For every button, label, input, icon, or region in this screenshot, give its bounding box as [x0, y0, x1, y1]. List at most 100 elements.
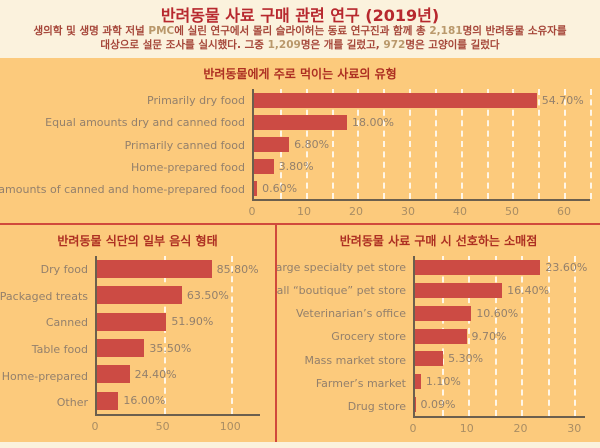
category-label: Table food [31, 342, 88, 356]
bar [97, 286, 182, 305]
x-axis: 0 50 100 [91, 416, 260, 433]
subtitle-text: 대상으로 설문 조사를 실시했다. 그중 [100, 39, 268, 52]
bar [97, 391, 119, 410]
value-label: 1.10% [425, 375, 461, 389]
value-label: 63.50% [186, 288, 229, 302]
value-label: 35.50% [149, 341, 192, 355]
subtitle-text: 명은 개를 길렀고, [300, 39, 384, 52]
bar [97, 339, 145, 358]
gridline [486, 89, 489, 199]
value-label: 23.60% [545, 260, 588, 274]
category-label: Home-prepared food [130, 160, 245, 174]
bar [415, 282, 503, 298]
bar-row: 35.50% [97, 335, 260, 361]
bar [97, 312, 167, 331]
gridline [468, 256, 471, 416]
value-label: 18.00% [352, 115, 394, 129]
category-label: Packaged treats [0, 289, 88, 303]
gridline [230, 256, 233, 414]
value-label: 85.80% [216, 262, 259, 276]
bar-row: 51.90% [97, 309, 260, 335]
gridline [512, 89, 515, 199]
gridline [383, 89, 386, 199]
axis-tick-label: 0 [409, 422, 417, 435]
bars: 54.70% 18.00% 6.80% 3.80% 0.60% [254, 89, 590, 199]
category-labels: Large specialty pet store Small “boutique… [277, 256, 413, 418]
bar-row: 24.40% [97, 361, 260, 387]
gridline [305, 89, 308, 199]
axis-tick-label: 20 [349, 205, 363, 218]
gridline [409, 89, 412, 199]
axis-tick-label: 50 [505, 205, 519, 218]
category-label: Veterinarian’s office [295, 307, 406, 321]
plot: 23.60% 16.40% 10.60% 9.70% 5.30% 1.10% 0.09% [413, 256, 588, 418]
value-label: 0.09% [420, 398, 456, 412]
value-label: 10.60% [476, 306, 519, 320]
x-axis: 0 10 20 30 [409, 418, 585, 435]
bar [415, 259, 541, 275]
bars: 85.80% 63.50% 51.90% 35.50% 24.40% 16.00% [97, 256, 260, 414]
bar-chart-retailer: Large specialty pet store Small “boutique… [277, 256, 600, 435]
value-label: 16.00% [123, 394, 166, 408]
subtitle-text: 명은 고양이를 길렀다 [405, 39, 500, 52]
bar [97, 260, 212, 279]
bar [254, 114, 348, 130]
plot-area: 85.80% 63.50% 51.90% 35.50% 24.40% 16.00% 0 50… [91, 256, 260, 433]
bar-row: 16.00% [97, 388, 260, 414]
bar [254, 136, 290, 152]
axis-tick-label: 30 [401, 205, 415, 218]
bar-row: 6.80% [254, 133, 590, 155]
subtitle-text: 에 실린 연구에서 몰리 슬라이허는 동료 연구진과 함께 총 [174, 25, 430, 38]
value-label: 24.40% [134, 367, 177, 381]
bar-row: 10.60% [415, 302, 585, 325]
chart-title-food-type: 반려동물에게 주로 먹이는 사료의 유형 [203, 67, 397, 81]
bar-row: 18.00% [254, 111, 590, 133]
bar-row: 1.10% [415, 370, 585, 393]
gridline [538, 89, 541, 199]
subtitle-count-total: 2,181 [429, 25, 463, 38]
gridline [163, 256, 166, 414]
bar-row: 23.60% [415, 256, 588, 279]
gridline [590, 89, 592, 199]
chart-panel-diet-form: 반려동물 식단의 일부 음식 형태 Dry food Packaged treat… [0, 225, 277, 442]
subtitle-journal: PMC [148, 25, 175, 38]
axis-tick-label: 10 [459, 422, 474, 435]
gridline [460, 89, 463, 199]
gridline [357, 89, 360, 199]
bar-row: 54.70% [254, 89, 590, 111]
category-label: Grocery store [331, 330, 406, 344]
bar [415, 328, 467, 344]
chart-title-retailer: 반려동물 사료 구매 시 선호하는 소매점 [339, 234, 538, 248]
plot-area: 54.70% 18.00% 6.80% 3.80% 0.60% 0 10 20 30 40 50 6… [249, 89, 592, 218]
plot: 54.70% 18.00% 6.80% 3.80% 0.60% [252, 89, 592, 201]
bar-chart-food-type: Primarily dry food Equal amounts dry and … [0, 89, 600, 218]
bottom-row: 반려동물 식단의 일부 음식 형태 Dry food Packaged treat… [0, 223, 600, 442]
category-labels: Primarily dry food Equal amounts dry and … [0, 89, 252, 201]
bar [97, 365, 130, 384]
bar [415, 305, 472, 321]
bar-row: 9.70% [415, 325, 585, 348]
bar [254, 92, 537, 108]
gridline [521, 256, 524, 416]
category-label: Dry food [40, 262, 88, 276]
bar [254, 158, 274, 174]
value-label: 9.70% [471, 329, 507, 343]
bar-row: 0.09% [415, 393, 585, 416]
value-label: 51.90% [171, 315, 214, 329]
category-label: Home-prepared [1, 369, 88, 383]
category-label: Drug store [347, 399, 406, 413]
bar-row: 5.30% [415, 347, 585, 370]
value-label: 16.40% [507, 283, 550, 297]
value-label: 6.80% [294, 137, 330, 151]
x-axis: 0 10 20 30 40 50 60 [249, 201, 590, 218]
bar-row: 3.80% [254, 155, 590, 177]
bar-chart-diet-form: Dry food Packaged treats Canned Table food H… [0, 256, 275, 433]
gridlines [254, 89, 592, 199]
value-label: 54.70% [541, 93, 584, 107]
gridline [574, 256, 577, 416]
bar-row: 16.40% [415, 279, 585, 302]
chart-title-diet-form: 반려동물 식단의 일부 음식 형태 [57, 234, 218, 248]
axis-tick-label: 0 [91, 420, 99, 433]
bar-row: 0.60% [254, 177, 590, 199]
page-title: 반려동물 사료 구매 관련 연구 (2019년) [160, 6, 440, 25]
